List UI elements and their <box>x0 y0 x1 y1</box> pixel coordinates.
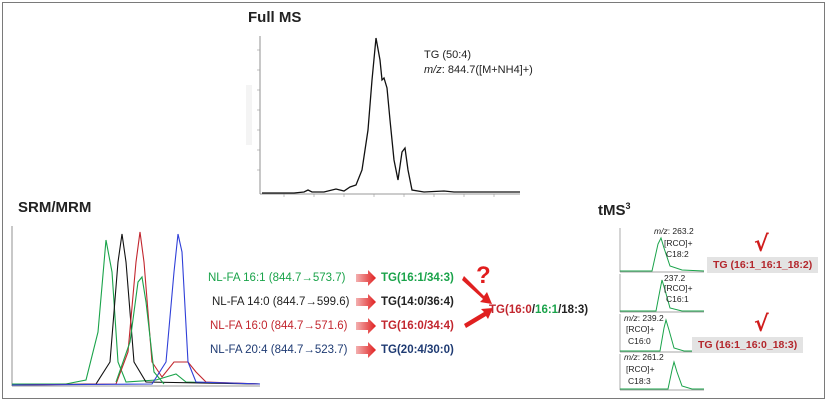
tms3-panel-3-ion: [RCO]+ <box>626 324 655 334</box>
full-ms-spectrum <box>246 36 520 197</box>
converge-arrow-icon-2 <box>464 308 493 328</box>
arrow-icon-1 <box>356 270 376 286</box>
conclusion-part2: 16:1 <box>535 304 559 316</box>
full-ms-trace <box>262 37 520 194</box>
tms3-title: tMS3 <box>598 201 631 219</box>
tms3-panel-3-fa: C16:0 <box>628 336 651 346</box>
tms3-panel-3-mz-value: : 239.2 <box>637 313 664 323</box>
tms3-panel-4-mz-value: : 261.2 <box>637 352 664 362</box>
tms3-trace-2 <box>620 279 704 312</box>
tms3-panel-2-mz: 237.2 <box>664 273 685 283</box>
srm-trace-red <box>11 231 261 386</box>
nl-transition-2: (844.7→599.6) <box>269 296 350 308</box>
nl-label-1: NL-FA 16:1 <box>208 272 266 284</box>
tms3-trace-3 <box>620 318 704 352</box>
conclusion-part1: 16:0 <box>508 304 532 316</box>
tms3-panel-4-mz: m/z: 261.2 <box>624 352 664 362</box>
nl-row-2: NL-FA 14:0 (844.7→599.6) <box>212 296 349 308</box>
full-ms-mz-value: : 844.7([M+NH4]+) <box>441 64 533 76</box>
tms3-result-1: TG (16:1_16:1_18:2) <box>707 257 819 273</box>
conclusion-sep1: / <box>531 304 536 316</box>
tms3-panel-2-fa: C16:1 <box>666 294 689 304</box>
tms3-panel-1-mz: m/z: 263.2 <box>654 226 694 236</box>
nl-label-4: NL-FA 20:4 <box>210 344 268 356</box>
tms3-title-text: tMS <box>598 202 626 219</box>
tms3-spectra <box>619 228 705 391</box>
srm-trace-black <box>11 233 261 386</box>
figure-frame <box>2 2 825 399</box>
tg-conclusion: TG(16:0/16:1/18:3) <box>489 304 588 316</box>
full-ms-title: Full MS <box>248 9 302 26</box>
srm-trace-blue <box>11 233 261 386</box>
nl-row-3: NL-FA 16:0 (844.7→571.6) <box>210 320 347 332</box>
arrow-icon-4 <box>356 342 376 358</box>
tms3-panel-4-fa: C18:3 <box>628 376 651 386</box>
nl-row-1: NL-FA 16:1 (844.7→573.7) <box>208 272 345 284</box>
tms3-panel-4-ion: [RCO]+ <box>626 364 655 374</box>
nl-transition-4: (844.7→523.7) <box>267 344 348 356</box>
nl-row-4: NL-FA 20:4 (844.7→523.7) <box>210 344 347 356</box>
tms3-panel-3-mz-prefix: m/z <box>624 313 638 323</box>
check-icon-2: √ <box>754 312 769 337</box>
tms3-panel-1-fa: C18:2 <box>666 249 689 259</box>
full-ms-mz: m/z: 844.7([M+NH4]+) <box>424 64 533 76</box>
arrow-icon-2 <box>356 294 376 310</box>
converge-arrows <box>462 276 493 328</box>
nl-transition-1: (844.7→573.7) <box>265 272 346 284</box>
srm-trace-green-shoulder <box>115 275 165 385</box>
tms3-panel-3-mz: m/z: 239.2 <box>624 313 664 323</box>
full-ms-mz-prefix: m/z <box>424 64 442 76</box>
nl-label-3: NL-FA 16:0 <box>210 320 268 332</box>
tg-result-2: TG(14:0/36:4) <box>381 296 454 308</box>
conclusion-sep2: / <box>558 304 562 316</box>
conclusion-prefix: TG( <box>489 304 509 316</box>
tms3-trace-1 <box>620 236 705 272</box>
tg-result-1: TG(16:1/34:3) <box>381 272 454 284</box>
tms3-panel-1-mz-value: : 263.2 <box>667 226 694 236</box>
conclusion-part3: 18:3) <box>561 304 589 316</box>
tms3-panel-4-mz-prefix: m/z <box>624 352 638 362</box>
tms3-trace-4 <box>620 360 704 390</box>
srm-trace-green <box>12 239 261 385</box>
tms3-panel-2-mz-value: 237.2 <box>664 273 686 283</box>
srm-title: SRM/MRM <box>18 199 92 216</box>
nl-label-2: NL-FA 14:0 <box>212 296 270 308</box>
converge-arrow-icon-1 <box>462 276 492 304</box>
full-ms-compound: TG (50:4) <box>424 49 472 61</box>
question-mark: ? <box>476 262 491 289</box>
check-icon-1: √ <box>754 232 769 257</box>
tms3-panel-1-ion: [RCO]+ <box>664 238 693 248</box>
row-arrows <box>356 270 376 358</box>
tms3-superscript: 3 <box>625 201 631 211</box>
tms3-result-2: TG (16:1_16:0_18:3) <box>692 337 804 353</box>
tms3-panel-1-mz-prefix: m/z <box>654 226 668 236</box>
tg-result-3: TG(16:0/34:4) <box>381 320 454 332</box>
tms3-panel-2-ion: [RCO]+ <box>664 283 693 293</box>
srm-chromatogram <box>11 226 261 387</box>
arrow-icon-3 <box>356 318 376 334</box>
nl-transition-3: (844.7→571.6) <box>267 320 348 332</box>
tg-result-4: TG(20:4/30:0) <box>381 344 454 356</box>
